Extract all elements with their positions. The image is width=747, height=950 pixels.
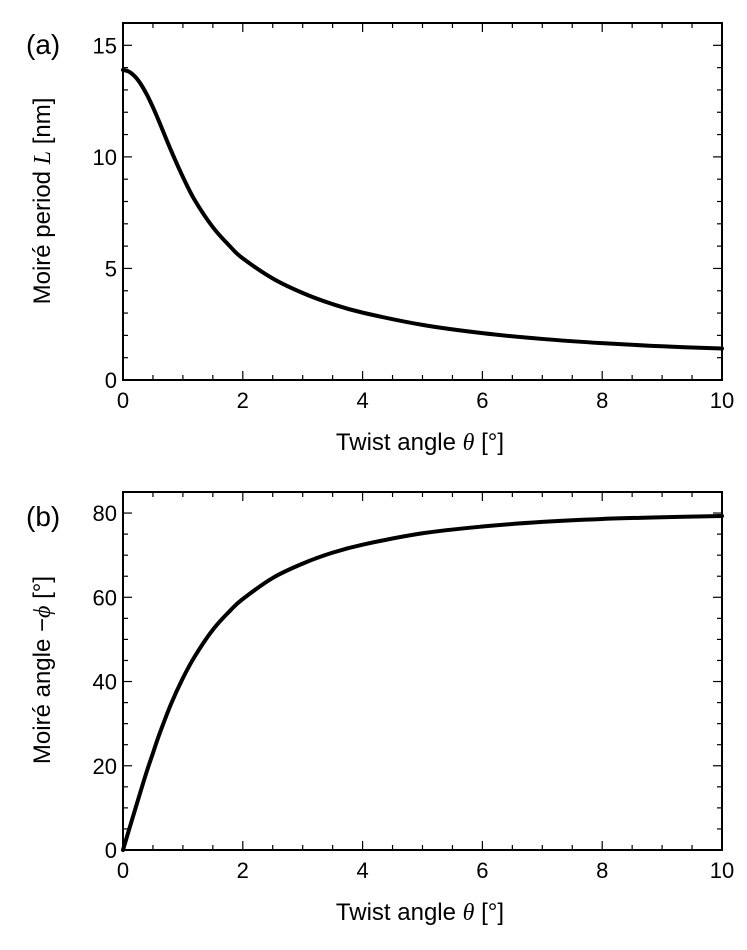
x-tick-label: 4 [356,388,368,413]
y-tick-label: 0 [105,838,117,863]
panel-a-period-curve [121,67,724,351]
panel-b-angle-curve [121,514,724,852]
x-tick-label: 0 [117,388,129,413]
x-tick-label: 0 [117,858,129,883]
panel-a-plot-frame [122,22,723,381]
panel-a: (a) 0 2 4 6 8 10 0 5 10 15 Twist angle θ [°] Moir… [26,22,735,456]
panel-b-tick-labels: 0 2 4 6 8 10 0 20 40 60 80 [93,501,735,883]
y-tick-label: 15 [93,33,117,58]
y-tick-label: 20 [93,754,117,779]
y-tick-label: 60 [93,585,117,610]
y-tick-label: 10 [93,145,117,170]
panel-b: (b) 0 2 4 6 8 10 0 20 40 60 80 Twist angle θ [°] M… [26,491,735,926]
panel-b-y-axis-label: Moiré angle −ϕ [°] [29,576,56,764]
y-tick-label: 5 [105,256,117,281]
panel-b-plot-frame [122,491,723,851]
x-tick-label: 10 [710,858,734,883]
x-tick-label: 10 [710,388,734,413]
x-tick-label: 2 [237,388,249,413]
panel-label-b: (b) [26,501,60,532]
x-tick-label: 2 [237,858,249,883]
panel-a-tick-labels: 0 2 4 6 8 10 0 5 10 15 [93,33,735,413]
x-tick-label: 4 [356,858,368,883]
panel-a-x-axis-label: Twist angle θ [°] [336,429,504,456]
panel-a-y-axis-label: Moiré period L [nm] [29,98,56,305]
panel-b-ticks [122,491,723,851]
y-tick-label: 0 [105,368,117,393]
y-tick-label: 80 [93,501,117,526]
panel-label-a: (a) [26,29,60,60]
x-tick-label: 6 [476,388,488,413]
x-tick-label: 8 [596,388,608,413]
x-tick-label: 8 [596,858,608,883]
y-tick-label: 40 [93,670,117,695]
panel-b-x-axis-label: Twist angle θ [°] [336,899,504,926]
x-tick-label: 6 [476,858,488,883]
